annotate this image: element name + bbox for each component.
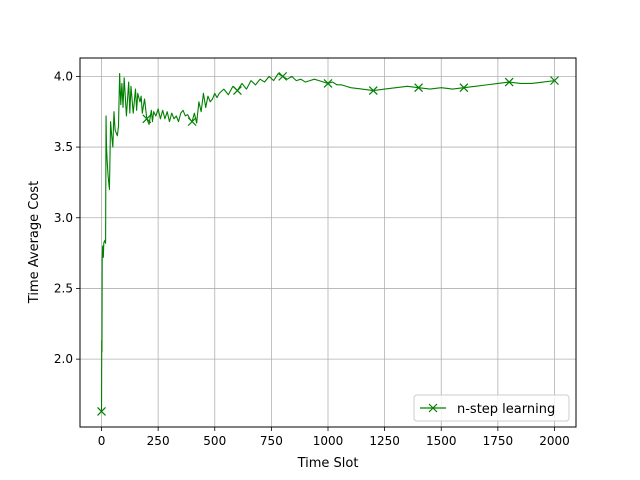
legend-box (413, 394, 570, 422)
legend: n-step learning (413, 394, 570, 422)
grid-lines (80, 58, 576, 427)
x-tick-label: 750 (260, 434, 283, 448)
x-tick-label: 0 (98, 434, 106, 448)
x-tick-label: 500 (203, 434, 226, 448)
series-line-0 (100, 73, 555, 412)
data-marker (550, 76, 559, 86)
data-marker (232, 86, 242, 95)
y-tick-label: 4.0 (54, 69, 73, 83)
y-tick-label: 3.5 (54, 140, 73, 154)
data-marker (142, 114, 152, 124)
series-layer (97, 71, 559, 416)
legend-label: n-step learning (457, 402, 555, 417)
x-axis-label: Time Slot (297, 456, 359, 471)
x-tick-label: 1500 (426, 434, 457, 448)
x-tick-label: 250 (147, 434, 170, 448)
data-marker (187, 117, 197, 127)
data-marker (368, 86, 378, 95)
y-axis-label: Time Average Cost (27, 181, 42, 304)
x-tick-label: 1000 (313, 434, 344, 448)
y-tick-label: 2.0 (54, 352, 73, 366)
data-marker (97, 407, 106, 416)
y-tick-label: 2.5 (54, 281, 73, 295)
x-tick-label: 1250 (369, 434, 400, 448)
data-marker (323, 79, 333, 88)
data-marker (278, 71, 288, 81)
y-tick-label: 3.0 (54, 211, 73, 225)
legend-marker-icon (428, 403, 438, 413)
x-tick-label: 1750 (483, 434, 514, 448)
y-axis-ticks: 2.0 2.5 3.0 3.5 4.0 (54, 69, 80, 366)
x-axis-ticks: 0 250 500 750 1000 1250 1500 1750 2000 (98, 427, 570, 448)
data-marker (504, 77, 514, 87)
data-marker (459, 83, 469, 93)
x-tick-label: 2000 (539, 434, 570, 448)
data-marker (414, 83, 424, 93)
